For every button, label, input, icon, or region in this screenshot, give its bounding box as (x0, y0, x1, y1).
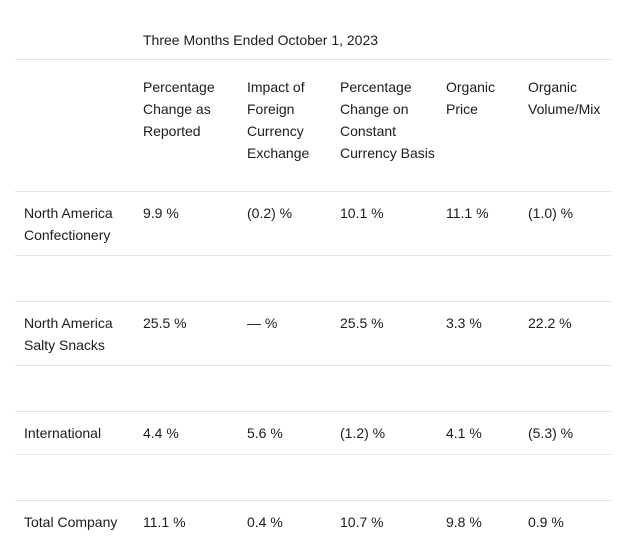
value-pct-change-reported: 11.1 % (143, 513, 186, 530)
table-row-north-america-confectionery: North America Confectionery 9.9 % (0.2) … (15, 191, 611, 256)
value-organic-volume-mix: (5.3) % (528, 411, 611, 455)
table-row-international: International 4.4 % 5.6 % (1.2) % 4.1 % … (15, 411, 611, 455)
row-label: North America Confectionery (15, 191, 143, 256)
value-pct-change-constant-currency: 10.1 % (340, 191, 446, 256)
column-header-pct-change-constant-currency: Percentage Change on Constant Currency B… (340, 60, 446, 192)
value-organic-price: 3.3 % (446, 301, 528, 366)
value-organic-price: 11.1 % (446, 191, 528, 256)
value-fx-impact: — % (247, 301, 340, 366)
column-header-fx-impact: Impact of Foreign Currency Exchange (247, 60, 340, 192)
column-header-organic-volume-mix: Organic Volume/Mix (528, 60, 611, 192)
row-label: International (15, 411, 143, 455)
value-pct-change-reported: 25.5 % (143, 301, 247, 366)
spacer-cell (15, 255, 611, 302)
row-label: Total Company (24, 513, 118, 530)
table-row-north-america-salty-snacks: North America Salty Snacks 25.5 % — % 25… (15, 301, 611, 366)
spacer-cell (15, 365, 611, 412)
value-organic-volume-mix: 22.2 % (528, 301, 611, 366)
value-organic-volume-mix: (1.0) % (528, 191, 611, 256)
value-pct-change-constant-currency: 10.7 % (340, 513, 384, 530)
financial-document: Three Months Ended October 1, 2023 Perce… (15, 0, 611, 546)
value-organic-price: 4.1 % (446, 411, 528, 455)
spacer-row (15, 365, 611, 412)
value-organic-price: 9.8 % (446, 513, 482, 530)
period-header: Three Months Ended October 1, 2023 (15, 0, 611, 60)
value-pct-change-constant-currency: 25.5 % (340, 301, 446, 366)
value-organic-volume-mix: 0.9 % (528, 513, 564, 530)
spacer-cell (15, 454, 611, 501)
value-pct-change-constant-currency: (1.2) % (340, 411, 446, 455)
spacer-row (15, 454, 611, 501)
column-header-organic-price: Organic Price (446, 60, 528, 192)
row-label-header (15, 60, 143, 192)
value-pct-change-reported: 4.4 % (143, 411, 247, 455)
value-fx-impact: 0.4 % (247, 513, 283, 530)
value-fx-impact: (0.2) % (247, 191, 340, 256)
spacer-row (15, 255, 611, 302)
column-header-row: Percentage Change as Reported Impact of … (15, 60, 611, 192)
segment-results-table: Percentage Change as Reported Impact of … (15, 60, 611, 546)
table-row-total-company: Total Company 11.1 % 0.4 % 10.7 % 9.8 % … (15, 500, 611, 546)
row-label: North America Salty Snacks (15, 301, 143, 366)
value-fx-impact: 5.6 % (247, 411, 340, 455)
column-header-pct-change-reported: Percentage Change as Reported (143, 60, 247, 192)
value-pct-change-reported: 9.9 % (143, 191, 247, 256)
